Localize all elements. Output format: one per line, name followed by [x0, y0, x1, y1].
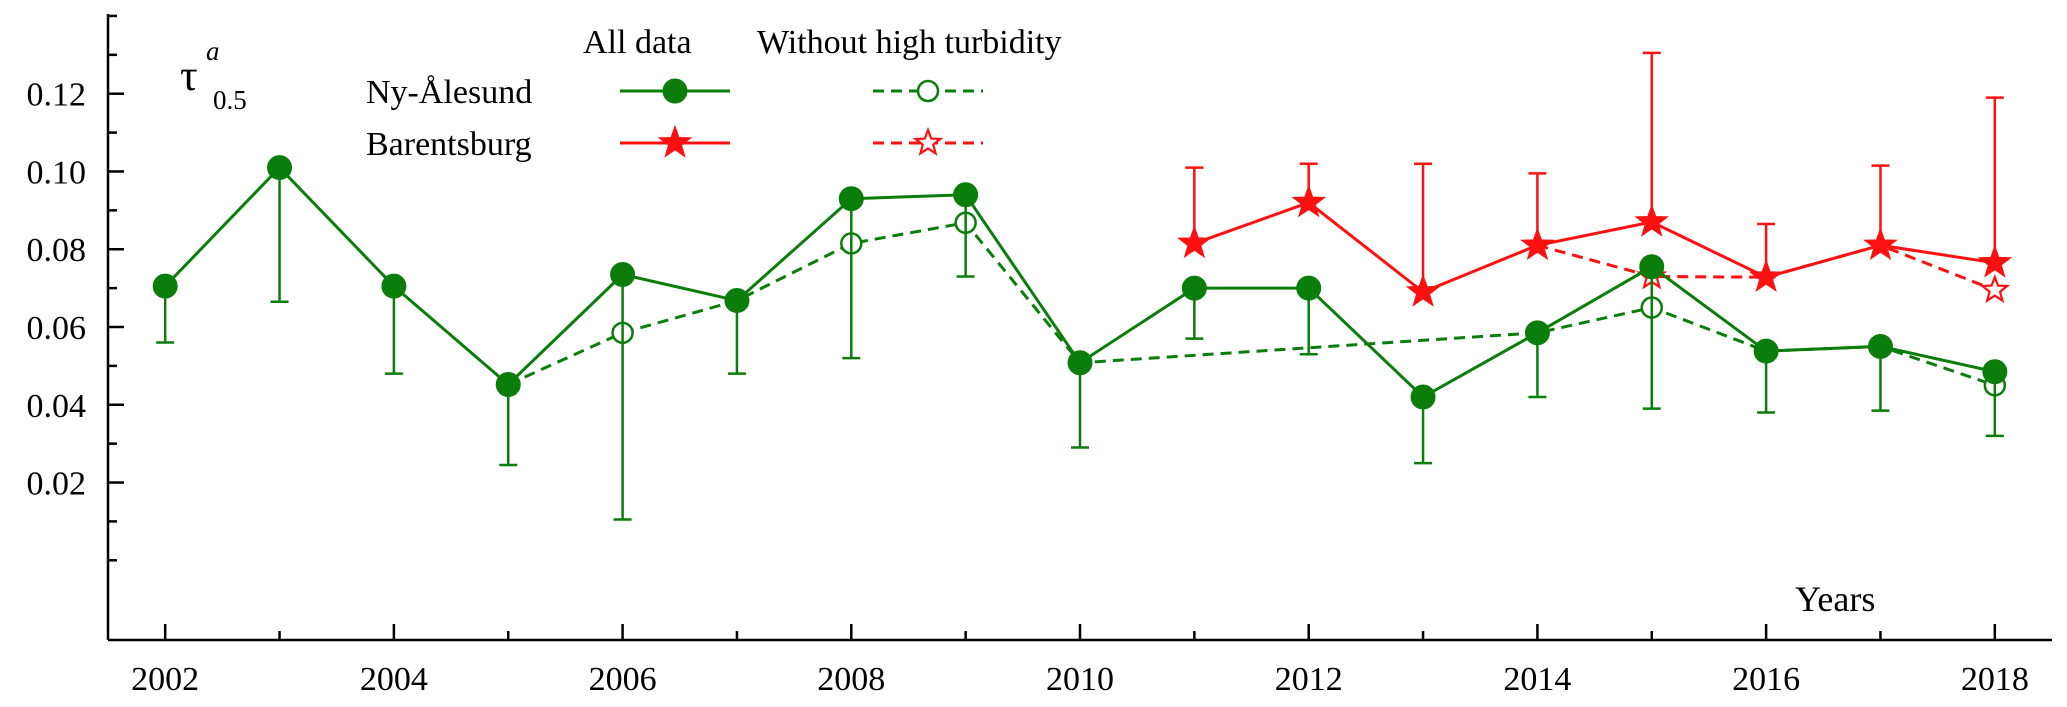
legend-marker — [916, 79, 940, 103]
legend-sample — [620, 78, 730, 104]
legend-sample — [873, 126, 983, 157]
x-tick-label: 2016 — [1732, 661, 1800, 698]
data-point — [152, 273, 178, 299]
data-point — [1748, 258, 1784, 292]
y-tick-label: 0.12 — [27, 77, 87, 114]
data-point — [838, 186, 864, 212]
data-point — [381, 273, 407, 299]
x-tick-label: 2010 — [1046, 661, 1114, 698]
x-tick-label: 2018 — [1961, 661, 2029, 698]
data-point — [953, 182, 979, 208]
legend-marker — [662, 78, 688, 104]
data-point — [1520, 227, 1555, 261]
legend-header-all-data: All data — [583, 24, 692, 61]
y-axis-superscript: a — [206, 36, 220, 66]
data-point — [1410, 384, 1436, 410]
data-point — [1291, 184, 1327, 218]
legend-label-ny-alesund: Ny-Ålesund — [366, 74, 532, 111]
series-barentsburg-all-data — [1177, 51, 2013, 307]
y-axis-subscript: 0.5 — [213, 85, 247, 115]
axes: 0.02 0.04 0.06 0.08 0.10 0.12 2002 2004 2006 2008… — [27, 14, 2052, 698]
y-tick-label: 0.04 — [27, 388, 87, 425]
y-tick-label: 0.08 — [27, 232, 87, 269]
x-tick-label: 2012 — [1275, 661, 1343, 698]
series-line — [1193, 201, 1996, 294]
legend-label-barentsburg: Barentsburg — [366, 126, 532, 163]
data-point — [1639, 254, 1665, 280]
data-point — [1753, 338, 1779, 364]
x-tick-label: 2014 — [1503, 661, 1571, 698]
data-point — [1977, 244, 2013, 278]
y-tick-label: 0.06 — [27, 310, 87, 347]
data-point — [724, 288, 750, 314]
legend-sample — [620, 124, 730, 158]
legend-marker — [657, 124, 693, 158]
data-point — [267, 155, 293, 181]
data-point — [1181, 275, 1207, 301]
data-point — [495, 372, 521, 398]
data-point — [1177, 225, 1212, 259]
y-axis-symbol: τ — [180, 51, 198, 100]
data-point — [1979, 273, 2011, 304]
data-point — [1296, 275, 1322, 301]
data-point — [1863, 227, 1898, 261]
data-point — [1067, 350, 1093, 376]
data-point — [610, 262, 636, 288]
data-point — [1524, 320, 1550, 346]
legend-header-without-turbidity: Without high turbidity — [757, 24, 1062, 61]
y-tick-label: 0.02 — [27, 466, 87, 503]
series-line — [1537, 243, 1996, 292]
legend-marker — [912, 126, 944, 157]
series-ny-alesund-without-high-turbidity — [496, 211, 2007, 397]
data-point — [1634, 203, 1670, 237]
axis-labels: τ a 0.5 Years — [180, 36, 1875, 619]
x-tick-label: 2002 — [131, 661, 199, 698]
x-tick-label: 2006 — [589, 661, 657, 698]
data-point — [1867, 333, 1893, 359]
series-ny-alesund-all-data — [152, 155, 2008, 521]
x-tick-label: 2004 — [360, 661, 428, 698]
series-layer — [152, 51, 2013, 521]
data-point — [1982, 359, 2008, 385]
legend: All data Without high turbidity Ny-Ålesu… — [366, 24, 1062, 163]
x-tick-label: 2008 — [817, 661, 885, 698]
y-tick-label: 0.10 — [27, 154, 87, 191]
legend-sample — [873, 79, 983, 103]
x-axis-label: Years — [1795, 579, 1875, 619]
data-point — [1405, 273, 1441, 307]
